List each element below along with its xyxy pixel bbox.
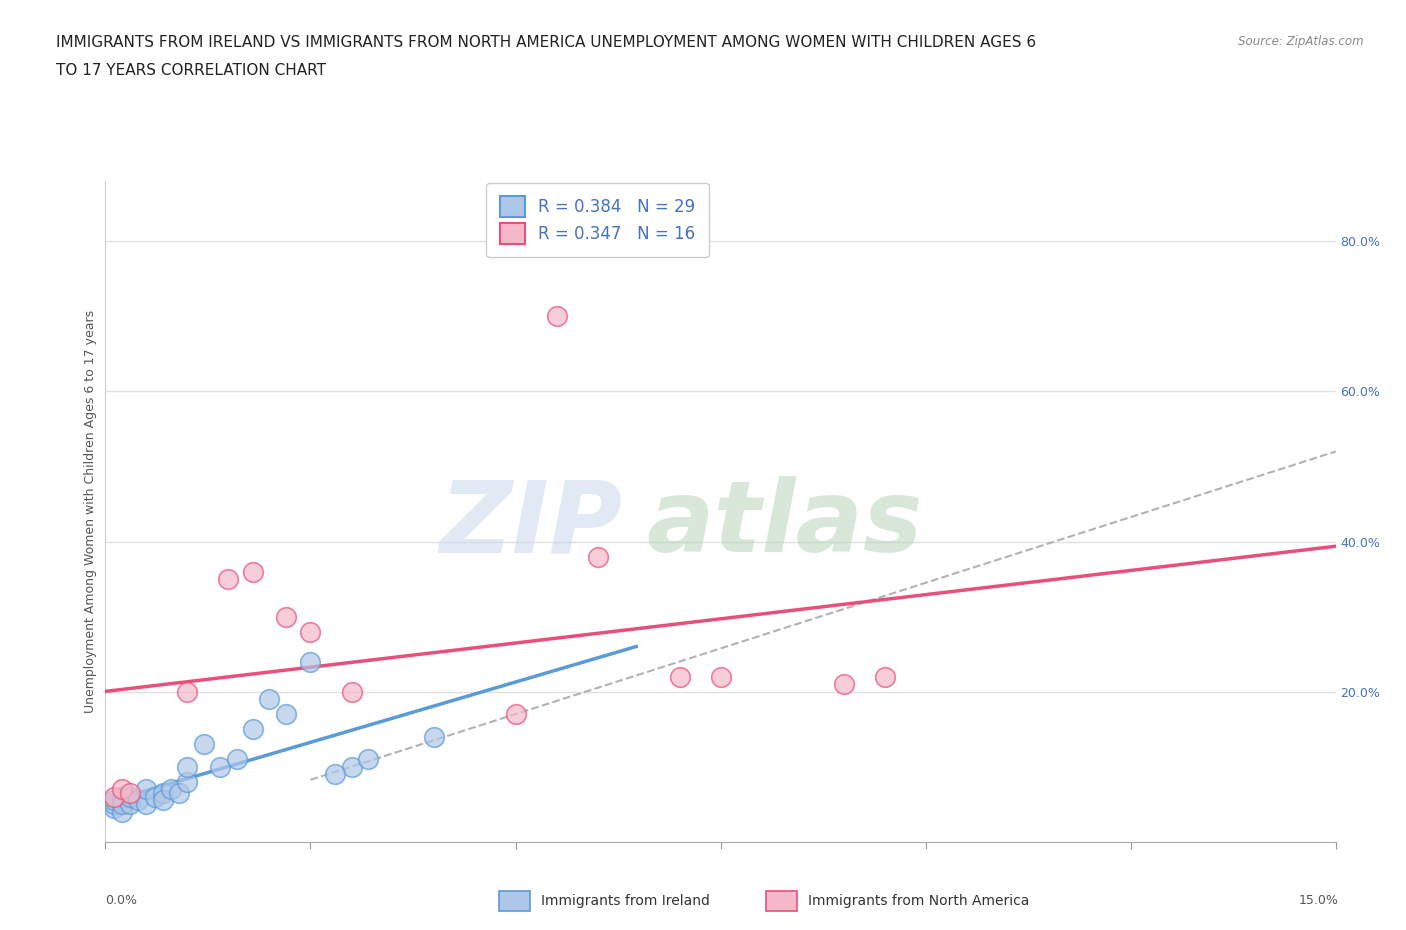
Point (111, 804, 134, 819)
Point (160, 782, 183, 797)
Point (152, 786, 174, 801)
Point (274, 707, 297, 722)
Point (103, 790, 125, 804)
Text: atlas: atlas (647, 476, 924, 573)
Point (259, 692, 281, 707)
Point (340, 684, 363, 699)
Point (546, 309, 568, 324)
Point (710, 670, 733, 684)
Point (873, 670, 896, 684)
Point (422, 729, 444, 744)
Point (176, 684, 198, 699)
Point (586, 549, 609, 564)
Point (103, 797, 125, 812)
Point (176, 759, 198, 774)
Point (169, 786, 191, 801)
Point (274, 609, 297, 624)
Text: Immigrants from North America: Immigrants from North America (808, 894, 1029, 909)
Point (135, 797, 157, 812)
Y-axis label: Unemployment Among Women with Children Ages 6 to 17 years: Unemployment Among Women with Children A… (84, 310, 97, 713)
Point (127, 793, 149, 808)
Point (143, 790, 166, 804)
Text: Source: ZipAtlas.com: Source: ZipAtlas.com (1239, 35, 1364, 48)
Point (242, 565, 264, 579)
Point (668, 670, 690, 684)
Point (193, 737, 215, 751)
Point (225, 751, 247, 766)
Point (299, 624, 322, 639)
Text: Immigrants from Ireland: Immigrants from Ireland (541, 894, 710, 909)
Point (135, 782, 157, 797)
Point (120, 790, 141, 804)
Point (111, 797, 134, 812)
Point (340, 759, 363, 774)
Point (218, 572, 240, 587)
Point (357, 751, 380, 766)
Text: ZIP: ZIP (439, 476, 621, 573)
FancyBboxPatch shape (499, 891, 530, 911)
Text: TO 17 YEARS CORRELATION CHART: TO 17 YEARS CORRELATION CHART (56, 63, 326, 78)
Point (120, 797, 141, 812)
Point (209, 759, 232, 774)
Text: 15.0%: 15.0% (1299, 894, 1339, 907)
Point (103, 801, 125, 816)
Text: IMMIGRANTS FROM IRELAND VS IMMIGRANTS FROM NORTH AMERICA UNEMPLOYMENT AMONG WOME: IMMIGRANTS FROM IRELAND VS IMMIGRANTS FR… (56, 35, 1036, 50)
Point (111, 782, 134, 797)
Point (323, 766, 346, 781)
Point (505, 707, 527, 722)
FancyBboxPatch shape (766, 891, 797, 911)
Point (176, 774, 198, 789)
Point (152, 793, 174, 808)
Point (111, 790, 134, 804)
Point (242, 722, 264, 737)
Point (120, 786, 141, 801)
Legend: R = 0.384   N = 29, R = 0.347   N = 16: R = 0.384 N = 29, R = 0.347 N = 16 (486, 183, 709, 257)
Text: 0.0%: 0.0% (105, 894, 138, 907)
Point (299, 654, 322, 669)
Point (103, 793, 125, 808)
Point (832, 677, 855, 692)
